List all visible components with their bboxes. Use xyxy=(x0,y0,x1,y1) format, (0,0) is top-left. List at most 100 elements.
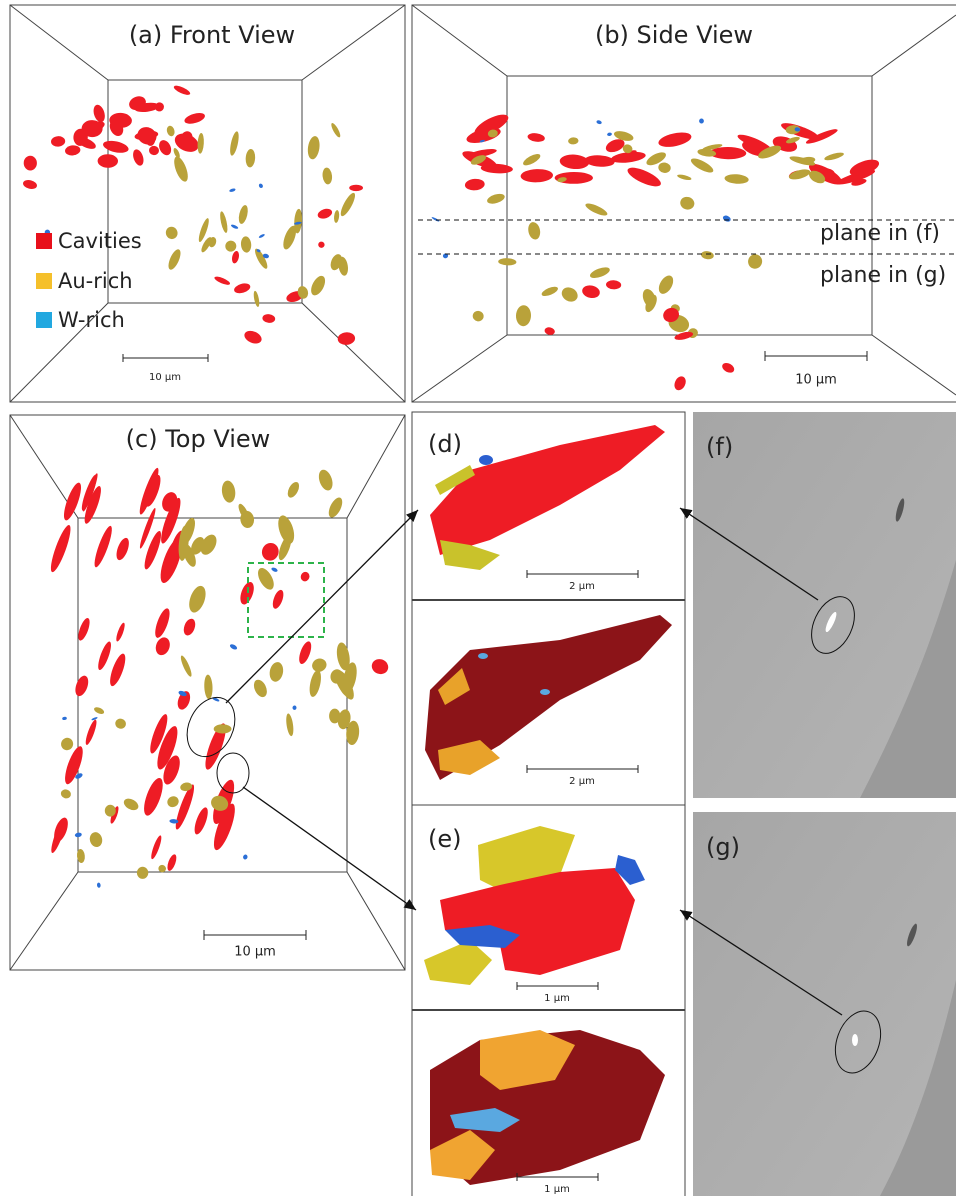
particle xyxy=(74,832,82,838)
particle xyxy=(582,285,600,299)
particle xyxy=(349,184,363,192)
shape xyxy=(122,354,209,362)
particle xyxy=(168,249,181,270)
panel-title: (c) Top View xyxy=(126,425,271,453)
particle xyxy=(85,719,97,745)
particle xyxy=(78,618,90,641)
particle xyxy=(596,120,602,125)
panel-e: (e) 1 µm 1 µm xyxy=(411,804,686,1196)
particle xyxy=(243,854,248,860)
plane-label: plane in (g) xyxy=(820,263,946,288)
shape xyxy=(411,4,956,403)
scale-bar-label: 10 µm xyxy=(795,373,837,388)
shape xyxy=(9,4,406,403)
particle xyxy=(737,134,770,150)
particle xyxy=(110,653,126,687)
particle xyxy=(487,193,505,204)
shape xyxy=(186,696,236,758)
shape xyxy=(615,855,645,885)
particle xyxy=(498,258,517,266)
shape xyxy=(540,689,550,695)
panel-a: (a) Front View Cavities Au-rich W-rich 1… xyxy=(9,4,406,403)
shape xyxy=(203,930,307,940)
particle xyxy=(109,119,124,136)
particle xyxy=(65,145,81,156)
particle xyxy=(294,221,302,225)
particle xyxy=(527,133,545,142)
legend-swatch xyxy=(36,273,52,289)
particle xyxy=(197,133,204,154)
shape xyxy=(811,596,855,654)
particle xyxy=(93,104,105,123)
particle xyxy=(94,707,105,714)
particle xyxy=(77,137,96,149)
particle xyxy=(205,723,226,770)
particle xyxy=(287,481,300,498)
particle xyxy=(568,137,579,145)
particle xyxy=(824,152,844,161)
particle xyxy=(63,482,82,521)
particle xyxy=(116,537,129,561)
particle xyxy=(722,362,735,373)
particle xyxy=(557,177,567,183)
particle xyxy=(232,251,239,264)
particle xyxy=(724,174,749,184)
particle xyxy=(184,113,205,124)
scale-bar-label: 10 µm xyxy=(149,372,181,383)
particle xyxy=(294,208,302,234)
particle xyxy=(337,332,356,345)
particle xyxy=(658,132,692,147)
particle xyxy=(312,658,327,672)
particle xyxy=(299,641,312,664)
particle xyxy=(180,782,193,792)
shape xyxy=(479,455,493,465)
particle xyxy=(159,140,172,156)
shape xyxy=(825,611,837,633)
shape xyxy=(764,351,868,361)
particle xyxy=(697,148,717,157)
particle xyxy=(607,132,612,137)
particle xyxy=(82,473,98,512)
particle xyxy=(709,146,747,160)
particle xyxy=(23,155,37,171)
particle xyxy=(150,714,168,754)
particle xyxy=(262,314,276,323)
particle xyxy=(674,376,686,391)
particle xyxy=(234,283,251,294)
legend-label: Au-rich xyxy=(58,269,133,293)
particle xyxy=(75,773,83,779)
particle xyxy=(338,256,348,276)
particle xyxy=(309,670,321,697)
particle xyxy=(133,149,144,166)
particle xyxy=(262,253,269,259)
particle xyxy=(144,777,163,816)
particle xyxy=(211,795,229,811)
particle xyxy=(590,267,610,278)
particle xyxy=(328,497,343,518)
scale-bar-label: 1 µm xyxy=(544,993,570,1004)
scale-bar-label: 2 µm xyxy=(569,581,595,592)
particle xyxy=(173,85,191,95)
particle xyxy=(258,234,265,238)
particle xyxy=(642,288,656,308)
particle xyxy=(544,327,555,335)
particle xyxy=(244,330,262,344)
particle xyxy=(470,155,486,165)
panel-label: (f) xyxy=(706,433,733,461)
particle xyxy=(311,275,326,296)
particle xyxy=(794,127,801,132)
shape xyxy=(107,79,303,304)
particle xyxy=(690,158,714,173)
shape xyxy=(895,498,905,522)
particle xyxy=(23,179,37,190)
particle xyxy=(699,118,704,124)
particle xyxy=(253,290,260,307)
panel-label: (g) xyxy=(706,833,740,861)
particle xyxy=(318,241,325,248)
shape xyxy=(880,980,956,1196)
particle xyxy=(261,542,279,561)
particle xyxy=(149,145,159,156)
particle xyxy=(606,280,622,290)
particle xyxy=(174,156,188,182)
particle xyxy=(136,866,149,879)
